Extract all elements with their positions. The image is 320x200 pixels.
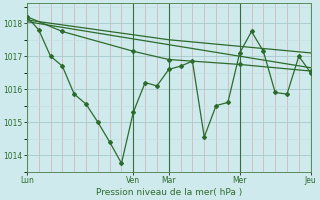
X-axis label: Pression niveau de la mer( hPa ): Pression niveau de la mer( hPa )	[96, 188, 242, 197]
